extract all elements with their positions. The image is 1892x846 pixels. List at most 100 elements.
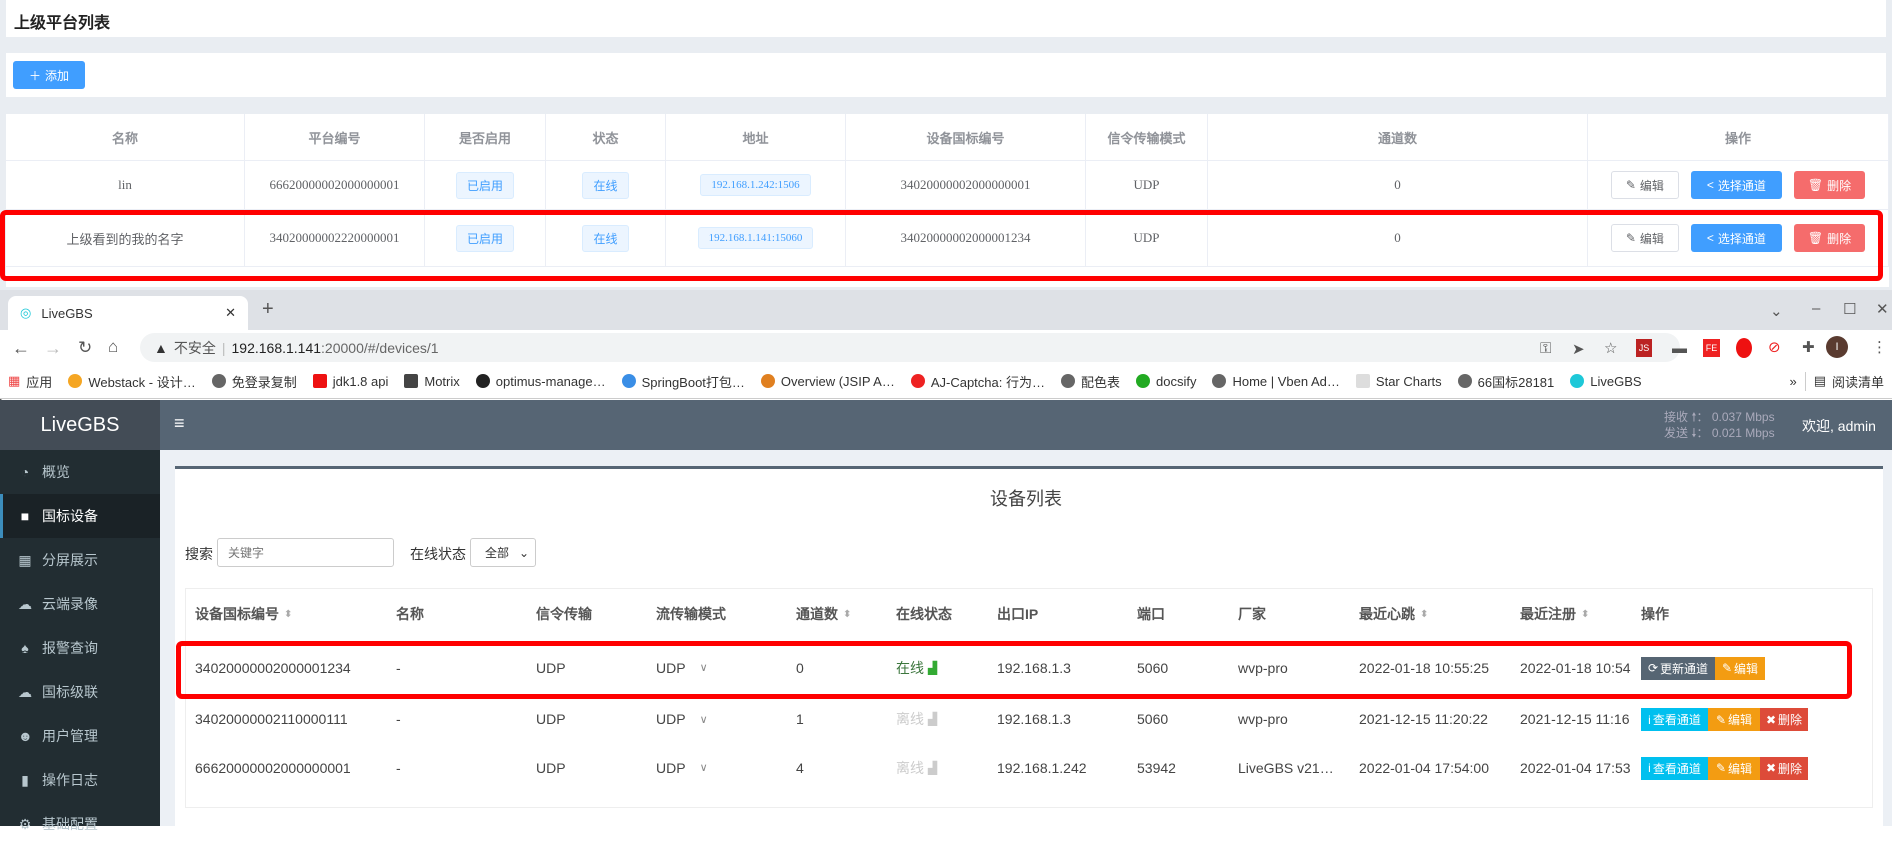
edit-button[interactable]: ✎ 编辑 xyxy=(1610,224,1679,252)
livegbs-icon xyxy=(1570,374,1585,388)
sort-icon[interactable]: ⬍ xyxy=(1420,608,1429,620)
bookmark[interactable]: SpringBoot打包… xyxy=(614,372,753,391)
table-cell-stream[interactable]: UDP ∨ xyxy=(656,695,708,743)
view-device-button[interactable]: i 查看通道 xyxy=(1641,756,1708,780)
sidebar-item[interactable]: ▮ 操作日志 xyxy=(0,758,160,802)
sidebar-item[interactable]: ■ 国标设备 xyxy=(0,494,160,538)
bookmark[interactable]: jdk1.8 api xyxy=(305,374,397,389)
edit-device-button[interactable]: ✎ 编辑 xyxy=(1708,756,1760,780)
block-extension-icon[interactable]: ⊘ xyxy=(1768,339,1781,356)
chart-icon xyxy=(1355,374,1370,388)
address-bar[interactable]: ▲ 不安全 | 192.168.1.141:20000/#/devices/1 xyxy=(140,333,1680,362)
select-channels-button[interactable]: < 选择通道 xyxy=(1690,224,1782,252)
menu-kebab-icon[interactable]: ⋮ xyxy=(1872,339,1887,356)
sidebar-item[interactable]: ☁ 国标级联 xyxy=(0,670,160,714)
update-device-button[interactable]: ⟳ 更新通道 xyxy=(1641,656,1715,680)
close-window-icon[interactable]: ✕ xyxy=(1876,301,1889,318)
send-icon[interactable]: ➤ xyxy=(1572,341,1585,358)
delete-button[interactable]: 🗑 删除 xyxy=(1793,171,1866,199)
adblock-extension-icon[interactable] xyxy=(1736,338,1752,358)
bookmark[interactable]: LiveGBS xyxy=(1562,374,1649,389)
spy-extension-icon[interactable]: ▬ xyxy=(1672,340,1687,357)
sort-icon[interactable]: ⬍ xyxy=(1581,608,1590,620)
delete-button[interactable]: 🗑 删除 xyxy=(1793,224,1866,252)
bookmark[interactable]: Home | Vben Ad… xyxy=(1204,374,1347,389)
extensions-puzzle-icon[interactable]: ✚ xyxy=(1802,339,1815,356)
new-tab-icon[interactable]: + xyxy=(262,298,274,320)
column-header[interactable]: 最近心跳 ⬍ xyxy=(1359,588,1428,640)
close-tab-icon[interactable]: ✕ xyxy=(225,305,236,320)
sort-asc-icon[interactable]: ⬍ xyxy=(284,608,293,620)
edit-device-button[interactable]: ✎ 编辑 xyxy=(1708,708,1760,731)
cloud-upload-icon: ☁ xyxy=(18,683,32,700)
bookmark[interactable]: optimus-manage… xyxy=(468,374,614,389)
view-device-button[interactable]: i 查看通道 xyxy=(1641,708,1708,731)
bookmark-label: 配色表 xyxy=(1080,374,1120,390)
delete-device-button[interactable]: ✖ 删除 xyxy=(1760,708,1808,731)
column-header[interactable]: 端口 xyxy=(1137,588,1165,640)
bookmark[interactable]: 66国标28181 xyxy=(1450,372,1563,391)
info-icon: i xyxy=(1648,712,1651,727)
column-header[interactable]: 通道数 ⬍ xyxy=(796,588,851,640)
sidebar-item-label: 用户管理 xyxy=(42,728,98,744)
more-bookmarks[interactable]: » xyxy=(1781,374,1804,389)
sort-icon[interactable]: ⬍ xyxy=(843,608,852,620)
column-header[interactable]: 名称 xyxy=(396,588,424,640)
sidebar-item[interactable]: ☁ 云端录像 xyxy=(0,582,160,626)
key-icon[interactable]: ⚿ xyxy=(1540,340,1552,357)
bookmark[interactable]: Motrix xyxy=(396,374,467,389)
edit-device-button[interactable]: ✎ 编辑 xyxy=(1715,656,1765,680)
column-header[interactable]: 信令传输 xyxy=(536,588,592,640)
tab-livegbs[interactable]: ◎ LiveGBS ✕ xyxy=(8,296,248,330)
bookmark[interactable]: 配色表 xyxy=(1053,372,1128,391)
tab-search-chevron-icon[interactable]: ⌄ xyxy=(1770,303,1783,320)
bookmark[interactable]: Webstack - 设计… xyxy=(60,372,203,391)
sidebar-item[interactable]: ▦ 分屏展示 xyxy=(0,538,160,582)
maximize-icon[interactable]: ☐ xyxy=(1843,301,1857,318)
select-channels-button[interactable]: < 选择通道 xyxy=(1690,171,1782,199)
bookmark[interactable]: 免登录复制 xyxy=(204,372,305,391)
add-button[interactable]: ＋ 添加 xyxy=(13,61,85,89)
edit-button[interactable]: ✎ 编辑 xyxy=(1610,171,1679,199)
fe-extension-icon[interactable]: FE xyxy=(1703,339,1720,357)
forward-icon[interactable]: → xyxy=(44,338,62,358)
sidebar-item[interactable]: ♠ 报警查询 xyxy=(0,626,160,670)
home-icon[interactable]: ⌂ xyxy=(108,337,119,356)
cloud-icon: ☁ xyxy=(18,595,32,612)
column-header[interactable]: 出口IP xyxy=(997,588,1038,640)
profile-avatar[interactable]: I xyxy=(1826,336,1848,358)
security-label[interactable]: 不安全 xyxy=(173,339,216,356)
back-icon[interactable]: ← xyxy=(12,338,30,358)
status-select[interactable]: 全部 ⌄ xyxy=(470,538,536,567)
table-cell-stream[interactable]: UDP ∨ xyxy=(656,743,708,792)
delete-device-button[interactable]: ✖ 删除 xyxy=(1760,756,1808,780)
sidebar-item[interactable]: ⚙ 基础配置 xyxy=(0,802,160,846)
status-tag: 在线 xyxy=(582,224,629,252)
signal-bars-icon: ▟ xyxy=(928,712,938,726)
sidebar-item[interactable]: ◔ 概览 xyxy=(0,450,160,494)
welcome-user[interactable]: 欢迎, admin xyxy=(1802,418,1876,434)
column-header[interactable]: 设备国标编号 ⬍ xyxy=(195,588,292,640)
table-cell-id: 34020000002000001234 xyxy=(195,659,351,676)
minimize-icon[interactable]: – xyxy=(1812,300,1821,317)
column-header-label: 流传输模式 xyxy=(656,606,726,622)
reload-icon[interactable]: ↻ xyxy=(78,338,93,357)
column-header[interactable]: 流传输模式 xyxy=(656,588,726,640)
edit-label: 编辑 xyxy=(1728,713,1753,727)
hamburger-menu-icon[interactable]: ≡ xyxy=(174,413,185,433)
bookmark[interactable]: Overview (JSIP A… xyxy=(753,374,903,389)
table-cell-stream[interactable]: UDP ∨ xyxy=(656,640,708,695)
sidebar-item[interactable]: ☻ 用户管理 xyxy=(0,714,160,758)
reading-list[interactable]: ▤ 阅读清单 xyxy=(1804,371,1892,391)
bookmark[interactable]: AJ-Captcha: 行为… xyxy=(903,372,1053,391)
bookmark[interactable]: docsify xyxy=(1128,374,1204,389)
js-extension-icon[interactable]: JS xyxy=(1636,339,1652,357)
bookmark[interactable]: Star Charts xyxy=(1348,374,1450,389)
star-icon[interactable]: ☆ xyxy=(1604,340,1618,357)
app-logo[interactable]: LiveGBS xyxy=(0,400,160,450)
bookmark-apps[interactable]: ▦ 应用 xyxy=(0,372,60,391)
search-input[interactable] xyxy=(217,538,394,567)
column-header[interactable]: 最近注册 ⬍ xyxy=(1520,588,1589,640)
column-header[interactable]: 在线状态 xyxy=(896,588,952,640)
column-header[interactable]: 厂家 xyxy=(1238,588,1266,640)
